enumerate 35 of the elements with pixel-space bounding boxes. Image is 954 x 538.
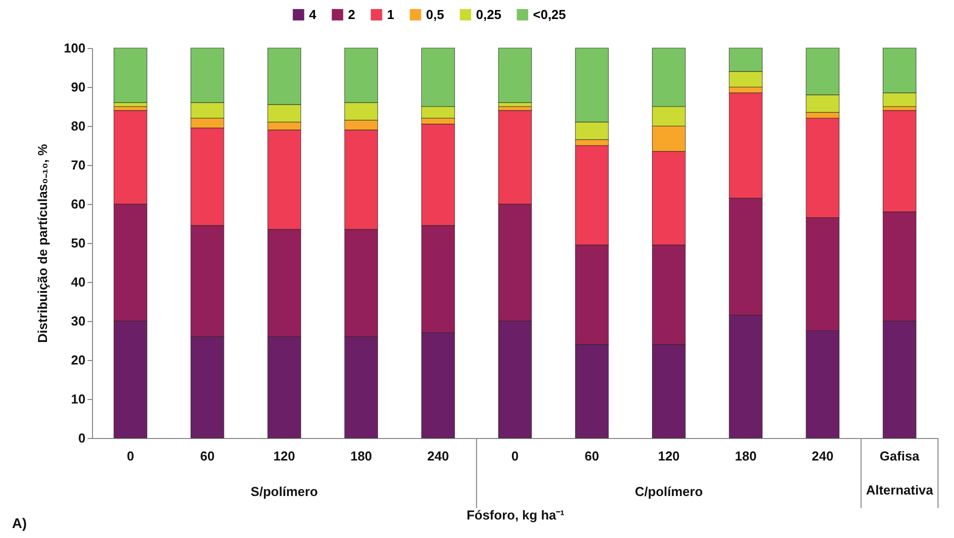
x-tick-label: 240	[812, 448, 834, 464]
y-tick-label: 90	[71, 80, 86, 94]
x-tick-label: 120	[273, 448, 296, 464]
y-tick-label: 30	[71, 314, 86, 328]
y-tick-label: 50	[71, 236, 86, 250]
legend-label: 0,5	[426, 6, 444, 22]
x-tick-label: 0	[511, 448, 519, 464]
y-tick-label: 100	[64, 40, 86, 56]
x-axis-title: Fósforo, kg ha⁻¹	[466, 508, 564, 522]
x-tick-label: 0	[126, 448, 134, 464]
legend-label: 0,25	[476, 6, 502, 22]
bar	[498, 48, 532, 103]
text: C/polímero	[634, 484, 703, 499]
x-tick-label: 180	[350, 448, 372, 464]
y-tick-label: 10	[71, 392, 86, 406]
x-tick-label: 60	[200, 448, 215, 464]
y-axis-title: Distribuição de partículas₀₋₁₀, %	[34, 144, 50, 343]
bar	[114, 48, 148, 103]
y-tick-label: 60	[71, 196, 86, 212]
x-tick-label: 240	[427, 448, 449, 464]
legend-label: 2	[348, 6, 356, 22]
legend-label: 1	[387, 6, 394, 22]
category-label: Gafisa Alternativa	[866, 448, 934, 498]
legend-label: <0,25	[533, 6, 566, 22]
y-tick-label: 80	[71, 118, 86, 134]
text: A)	[12, 515, 27, 531]
text: S/polímero	[250, 484, 318, 499]
x-tick-label: 120	[658, 448, 680, 464]
y-tick-label: 20	[71, 352, 86, 368]
y-tick-label: 70	[71, 158, 86, 172]
x-tick-label: 180	[734, 448, 757, 464]
x-tick-label: 60	[584, 448, 600, 464]
legend-label: 4	[309, 6, 317, 22]
y-tick-label: 0	[78, 430, 86, 446]
y-tick-label: 40	[71, 274, 86, 290]
